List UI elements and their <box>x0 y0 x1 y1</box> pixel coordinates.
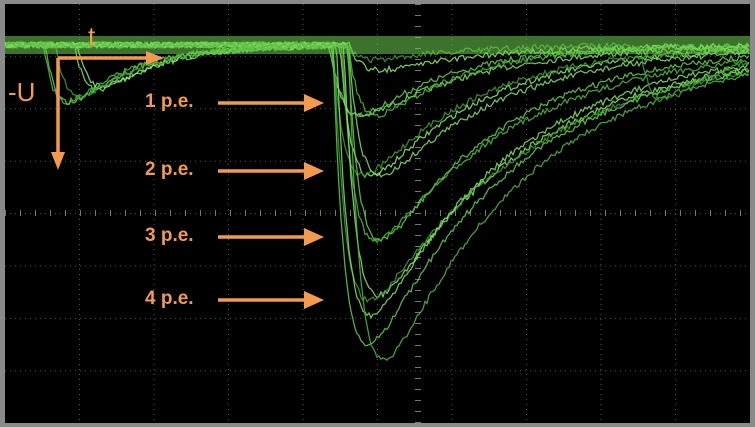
annotation-label: 4 p.e. <box>145 288 194 309</box>
annotation-label: 1 p.e. <box>145 91 194 112</box>
x-axis-label: t <box>88 21 96 51</box>
annotation-label: 2 p.e. <box>145 159 194 180</box>
baseline-band <box>5 36 750 54</box>
screen <box>5 4 750 423</box>
oscilloscope-screen: t -U 1 p.e. 2 p.e. 3 p.e. 4 p.e. <box>0 0 755 427</box>
y-axis-label: -U <box>8 77 35 107</box>
annotation-label: 3 p.e. <box>145 225 194 246</box>
